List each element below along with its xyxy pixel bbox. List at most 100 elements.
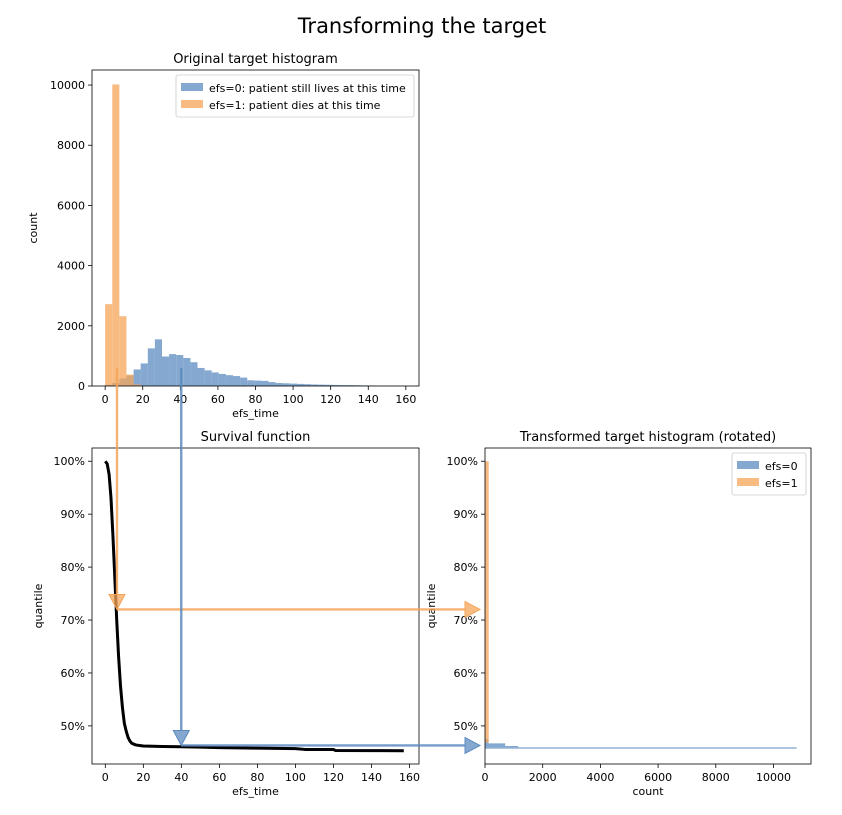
histogram-bar: [105, 304, 112, 386]
x-tick-label: 140: [361, 771, 382, 784]
x-tick-label: 0: [102, 393, 109, 406]
y-axis-label: quantile: [425, 583, 438, 628]
histogram-bar: [148, 348, 155, 386]
arrow-head: [465, 737, 480, 753]
histogram-bar: [141, 363, 148, 386]
x-axis-label: efs_time: [232, 407, 279, 420]
x-tick-label: 120: [320, 393, 341, 406]
x-tick-label: 4000: [586, 771, 614, 784]
histogram-bar: [226, 375, 233, 386]
legend-entry: efs=0: [765, 460, 798, 473]
histogram-bar: [198, 368, 205, 386]
figure-title: Transforming the target: [297, 14, 547, 38]
y-tick-label: 50%: [61, 720, 85, 733]
histogram-bar: [485, 747, 797, 748]
x-tick-label: 0: [482, 771, 489, 784]
efs1-bars: [105, 84, 148, 386]
histogram-bar: [126, 375, 133, 386]
histogram-bar: [205, 370, 212, 386]
histogram-bar: [155, 339, 162, 386]
histogram-bar: [485, 746, 518, 747]
x-tick-label: 10000: [756, 771, 791, 784]
panel-title: Transformed target histogram (rotated): [519, 430, 776, 445]
y-tick-label: 60%: [61, 667, 85, 680]
histogram-bar: [254, 381, 261, 386]
y-tick-label: 70%: [61, 614, 85, 627]
y-tick-label: 80%: [61, 561, 85, 574]
blue-arrow-right: [181, 737, 480, 753]
legend-entry: efs=1: [765, 477, 798, 490]
x-tick-label: 8000: [702, 771, 730, 784]
histogram-bar: [134, 369, 141, 386]
panel-title: Original target histogram: [173, 52, 338, 67]
histogram-bar: [240, 378, 247, 386]
legend-entry: efs=0: patient still lives at this time: [209, 82, 406, 95]
y-tick-label: 2000: [57, 320, 85, 333]
efs0-bars: [105, 339, 396, 386]
x-tick-label: 120: [323, 771, 344, 784]
x-tick-label: 2000: [529, 771, 557, 784]
axes-frame: [92, 448, 419, 764]
histogram-bar: [212, 372, 219, 386]
histogram-bar: [169, 354, 176, 386]
x-tick-label: 80: [250, 771, 264, 784]
x-tick-label: 40: [174, 771, 188, 784]
blue-arrow-down: [173, 368, 189, 745]
histogram-bar: [119, 316, 126, 386]
histogram-bar: [485, 743, 505, 746]
x-tick-label: 60: [211, 393, 225, 406]
x-tick-label: 100: [285, 771, 306, 784]
histogram-bar: [162, 357, 169, 386]
y-axis-label: count: [27, 212, 40, 244]
x-axis-label: count: [632, 785, 664, 798]
y-tick-label: 90%: [454, 508, 478, 521]
arrow-head: [173, 730, 189, 745]
histogram-bar: [183, 358, 190, 386]
histogram-bar: [190, 362, 197, 386]
y-tick-label: 8000: [57, 139, 85, 152]
legend-swatch: [737, 461, 759, 469]
histogram-bar: [261, 381, 268, 386]
histogram-bar: [485, 461, 489, 742]
histogram-bar: [269, 382, 276, 386]
x-tick-label: 80: [249, 393, 263, 406]
y-tick-label: 90%: [61, 508, 85, 521]
y-tick-label: 80%: [454, 561, 478, 574]
y-tick-label: 100%: [54, 455, 85, 468]
x-tick-label: 60: [212, 771, 226, 784]
histogram-bar: [112, 84, 119, 386]
histogram-bar: [233, 376, 240, 386]
y-tick-label: 50%: [454, 720, 478, 733]
y-tick-label: 0: [78, 380, 85, 393]
histogram-bar: [247, 380, 254, 386]
axes-frame: [92, 70, 419, 386]
x-tick-label: 100: [283, 393, 304, 406]
x-tick-label: 160: [395, 393, 416, 406]
y-axis-label: quantile: [32, 583, 45, 628]
efs1-bars: [485, 461, 489, 742]
histogram-bar: [219, 374, 226, 386]
x-tick-label: 140: [358, 393, 379, 406]
x-tick-label: 20: [136, 393, 150, 406]
efs0-bars: [485, 739, 797, 749]
histogram-bar: [283, 383, 290, 386]
legend-entry: efs=1: patient dies at this time: [209, 99, 381, 112]
histogram-bar: [276, 383, 283, 386]
y-tick-label: 100%: [447, 455, 478, 468]
x-axis-label: efs_time: [232, 785, 279, 798]
y-tick-label: 6000: [57, 199, 85, 212]
y-tick-label: 60%: [454, 667, 478, 680]
legend-swatch: [181, 83, 203, 91]
arrow-head: [109, 594, 125, 609]
y-tick-label: 10000: [50, 79, 85, 92]
x-tick-label: 20: [136, 771, 150, 784]
legend-swatch: [181, 100, 203, 108]
legend-swatch: [737, 478, 759, 486]
x-tick-label: 160: [399, 771, 420, 784]
panel-title: Survival function: [201, 430, 311, 445]
y-tick-label: 4000: [57, 260, 85, 273]
x-tick-label: 6000: [644, 771, 672, 784]
